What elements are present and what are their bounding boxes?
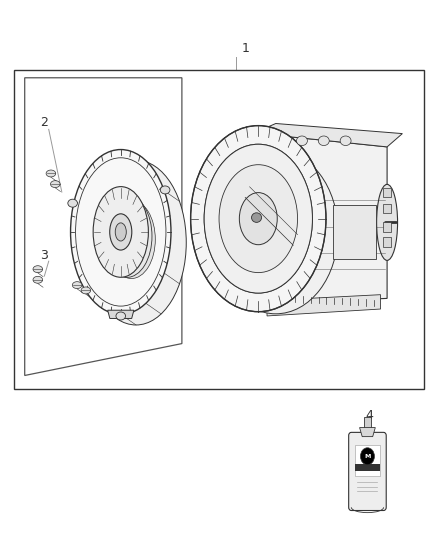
Bar: [293, 206, 308, 221]
FancyBboxPatch shape: [349, 432, 386, 511]
Text: 2: 2: [40, 117, 48, 130]
Ellipse shape: [213, 150, 338, 314]
Bar: [383, 204, 391, 213]
Text: 1: 1: [241, 42, 249, 55]
Text: 3: 3: [40, 249, 48, 262]
Ellipse shape: [204, 144, 312, 293]
Ellipse shape: [251, 213, 261, 222]
Bar: [364, 417, 371, 427]
Ellipse shape: [239, 192, 277, 245]
Ellipse shape: [93, 187, 148, 277]
Bar: [355, 445, 380, 477]
Ellipse shape: [33, 276, 42, 283]
Ellipse shape: [81, 287, 91, 294]
Bar: [383, 188, 391, 197]
Ellipse shape: [204, 144, 312, 293]
Bar: [14, 70, 424, 389]
Ellipse shape: [71, 150, 171, 314]
Bar: [383, 222, 391, 232]
Bar: [332, 205, 376, 259]
Ellipse shape: [191, 126, 326, 312]
Ellipse shape: [160, 186, 170, 194]
Ellipse shape: [108, 200, 155, 279]
Ellipse shape: [33, 266, 42, 272]
Circle shape: [360, 448, 374, 465]
Ellipse shape: [50, 181, 60, 188]
Bar: [383, 237, 391, 247]
Ellipse shape: [46, 170, 56, 177]
Ellipse shape: [251, 212, 261, 223]
Polygon shape: [254, 133, 387, 304]
Ellipse shape: [318, 136, 329, 146]
Text: 4: 4: [366, 409, 374, 422]
Ellipse shape: [297, 136, 307, 146]
Ellipse shape: [102, 195, 152, 277]
Text: M: M: [364, 454, 371, 459]
Ellipse shape: [377, 184, 398, 261]
Polygon shape: [267, 295, 381, 316]
Ellipse shape: [218, 163, 299, 274]
Ellipse shape: [68, 199, 78, 207]
Bar: [355, 464, 380, 471]
Ellipse shape: [238, 191, 279, 247]
Polygon shape: [360, 427, 375, 437]
Polygon shape: [254, 124, 403, 147]
Ellipse shape: [340, 136, 351, 146]
Polygon shape: [108, 310, 134, 318]
Ellipse shape: [115, 223, 126, 241]
Ellipse shape: [116, 312, 126, 320]
Ellipse shape: [72, 281, 82, 288]
Ellipse shape: [86, 160, 186, 325]
Ellipse shape: [219, 165, 297, 272]
Ellipse shape: [110, 214, 132, 250]
